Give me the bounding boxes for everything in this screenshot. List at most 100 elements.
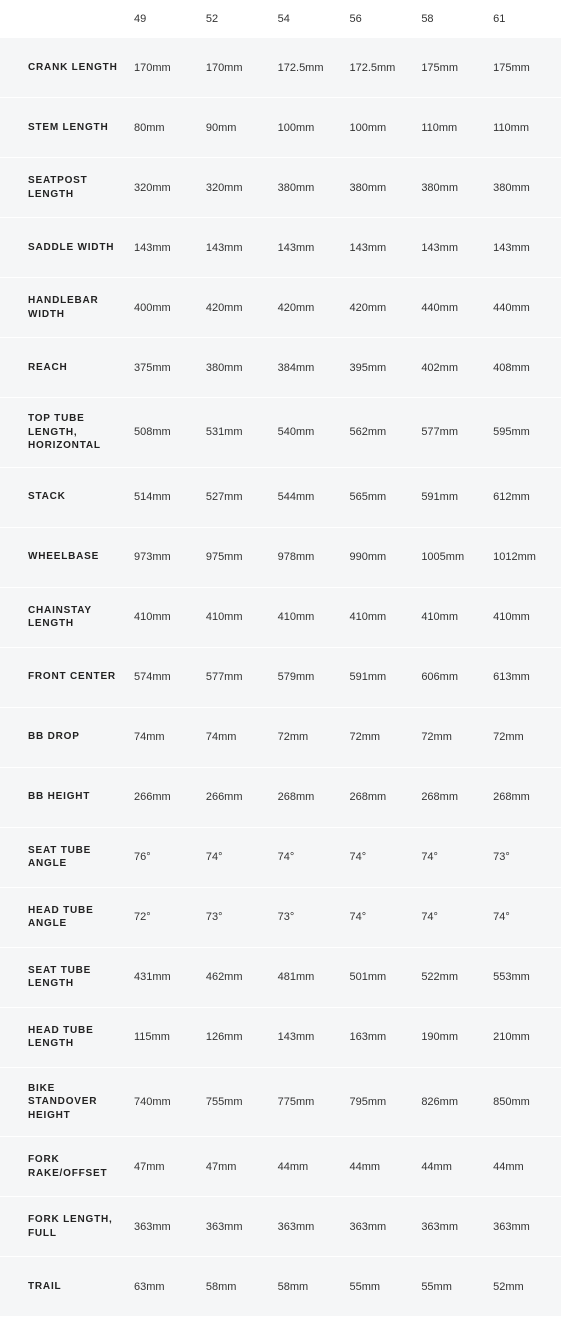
row-value: 110mm [417,108,489,148]
row-value: 363mm [130,1207,202,1247]
row-value: 170mm [130,48,202,88]
row-value: 47mm [130,1147,202,1187]
row-value: 72mm [345,717,417,757]
row-value: 143mm [130,228,202,268]
row-value: 544mm [274,477,346,517]
row-value: 268mm [274,777,346,817]
table-row: BB HEIGHT266mm266mm268mm268mm268mm268mm [0,768,561,828]
row-value: 44mm [345,1147,417,1187]
row-value: 266mm [130,777,202,817]
table-row: BB DROP74mm74mm72mm72mm72mm72mm [0,708,561,768]
row-label: REACH [0,347,130,389]
row-value: 74mm [202,717,274,757]
row-value: 143mm [202,228,274,268]
row-value: 363mm [274,1207,346,1247]
row-label: CRANK LENGTH [0,47,130,89]
row-value: 591mm [345,657,417,697]
row-value: 363mm [345,1207,417,1247]
row-value: 565mm [345,477,417,517]
table-row: SEATPOST LENGTH320mm320mm380mm380mm380mm… [0,158,561,218]
row-label: BB HEIGHT [0,776,130,818]
row-value: 380mm [345,168,417,208]
row-value: 740mm [130,1082,202,1122]
table-header-row: 495254565861 [0,0,561,38]
row-value: 591mm [417,477,489,517]
table-row: FORK LENGTH, FULL363mm363mm363mm363mm363… [0,1197,561,1257]
row-value: 531mm [202,412,274,452]
row-value: 380mm [202,348,274,388]
table-row: TRAIL63mm58mm58mm55mm55mm52mm [0,1257,561,1317]
row-value: 410mm [417,597,489,637]
row-value: 440mm [489,288,561,328]
row-label: BB DROP [0,716,130,758]
row-value: 76° [130,837,202,877]
row-value: 44mm [274,1147,346,1187]
row-value: 126mm [202,1017,274,1057]
row-value: 990mm [345,537,417,577]
header-size-61: 61 [489,3,561,35]
row-value: 143mm [274,1017,346,1057]
row-label: FORK LENGTH, FULL [0,1199,130,1254]
row-value: 795mm [345,1082,417,1122]
row-label: SEAT TUBE ANGLE [0,830,130,885]
row-value: 574mm [130,657,202,697]
table-row: FRONT CENTER574mm577mm579mm591mm606mm613… [0,648,561,708]
row-value: 80mm [130,108,202,148]
row-value: 74° [417,897,489,937]
row-value: 975mm [202,537,274,577]
row-value: 553mm [489,957,561,997]
geometry-table: 495254565861CRANK LENGTH170mm170mm172.5m… [0,0,561,1317]
row-value: 380mm [489,168,561,208]
row-value: 540mm [274,412,346,452]
header-size-52: 52 [202,3,274,35]
row-value: 74° [274,837,346,877]
row-value: 72mm [417,717,489,757]
row-value: 420mm [345,288,417,328]
row-value: 73° [274,897,346,937]
row-label: SEAT TUBE LENGTH [0,950,130,1005]
row-value: 74° [489,897,561,937]
table-row: SEAT TUBE ANGLE76°74°74°74°74°73° [0,828,561,888]
row-label: BIKE STANDOVER HEIGHT [0,1068,130,1137]
row-value: 408mm [489,348,561,388]
header-size-49: 49 [130,3,202,35]
row-value: 577mm [417,412,489,452]
row-value: 410mm [489,597,561,637]
row-value: 363mm [417,1207,489,1247]
row-value: 44mm [417,1147,489,1187]
row-label: CHAINSTAY LENGTH [0,590,130,645]
row-value: 110mm [489,108,561,148]
row-label: STEM LENGTH [0,107,130,149]
row-value: 58mm [274,1267,346,1307]
table-row: FORK RAKE/OFFSET47mm47mm44mm44mm44mm44mm [0,1137,561,1197]
row-value: 363mm [489,1207,561,1247]
row-value: 74° [345,897,417,937]
row-value: 501mm [345,957,417,997]
row-value: 143mm [417,228,489,268]
row-value: 72mm [489,717,561,757]
row-value: 268mm [489,777,561,817]
row-label: HEAD TUBE ANGLE [0,890,130,945]
row-value: 522mm [417,957,489,997]
row-value: 577mm [202,657,274,697]
row-value: 579mm [274,657,346,697]
row-value: 44mm [489,1147,561,1187]
row-value: 320mm [202,168,274,208]
row-value: 175mm [489,48,561,88]
row-value: 410mm [345,597,417,637]
row-value: 606mm [417,657,489,697]
row-value: 55mm [417,1267,489,1307]
table-row: HANDLEBAR WIDTH400mm420mm420mm420mm440mm… [0,278,561,338]
row-value: 320mm [130,168,202,208]
table-row: STACK514mm527mm544mm565mm591mm612mm [0,468,561,528]
row-value: 175mm [417,48,489,88]
row-value: 481mm [274,957,346,997]
row-value: 755mm [202,1082,274,1122]
table-row: HEAD TUBE LENGTH115mm126mm143mm163mm190m… [0,1008,561,1068]
row-value: 115mm [130,1017,202,1057]
header-size-54: 54 [274,3,346,35]
row-value: 143mm [345,228,417,268]
row-value: 74° [345,837,417,877]
header-size-56: 56 [345,3,417,35]
row-value: 55mm [345,1267,417,1307]
